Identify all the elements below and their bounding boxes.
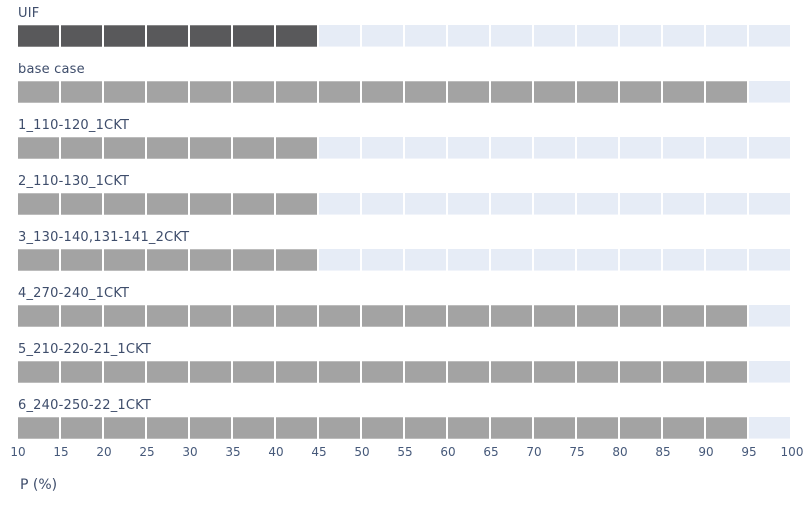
x-tick-label: 70	[526, 445, 542, 459]
bar-row: 2_110-130_1CKT	[18, 173, 792, 215]
bar-fill	[18, 81, 749, 103]
x-tick-label: 60	[440, 445, 456, 459]
bar-fill	[18, 25, 319, 47]
bar-row: 4_270-240_1CKT	[18, 285, 792, 327]
bar-track	[18, 193, 792, 215]
x-tick-label: 95	[741, 445, 757, 459]
x-tick-label: 80	[612, 445, 628, 459]
bar-label: 1_110-120_1CKT	[18, 118, 130, 133]
bar-rows: UIF base case 1_110-120_1CKT 2_110-130_1CKT…	[18, 5, 792, 439]
bar-fill	[18, 361, 749, 383]
x-tick-label: 15	[53, 445, 69, 459]
bar-track	[18, 249, 792, 271]
bar-fill	[18, 417, 749, 439]
bar-row: UIF	[18, 5, 792, 47]
bar-label: 3_130-140,131-141_2CKT	[18, 230, 190, 245]
x-tick-label: 45	[311, 445, 327, 459]
x-tick-label: 65	[483, 445, 499, 459]
x-tick-label: 50	[354, 445, 370, 459]
bar-label: 2_110-130_1CKT	[18, 174, 130, 189]
bar-track	[18, 25, 792, 47]
bar-fill	[18, 193, 319, 215]
x-tick-label: 25	[139, 445, 155, 459]
bar-label: base case	[18, 62, 85, 77]
x-tick-label: 10	[10, 445, 26, 459]
bar-label: 5_210-220-21_1CKT	[18, 342, 152, 357]
bar-row: base case	[18, 61, 792, 103]
bar-row: 1_110-120_1CKT	[18, 117, 792, 159]
bar-label: 6_240-250-22_1CKT	[18, 398, 152, 413]
x-tick-label: 75	[569, 445, 585, 459]
x-tick-label: 90	[698, 445, 714, 459]
x-tick-label: 20	[96, 445, 112, 459]
x-axis: 10 15 20 25 30 35 40 45 50 55 60 65 70 75 80 85 90 95 100	[10, 445, 803, 461]
x-tick-label: 35	[225, 445, 241, 459]
x-tick-label: 85	[655, 445, 671, 459]
bar-row: 5_210-220-21_1CKT	[18, 341, 792, 383]
bar-fill	[18, 249, 319, 271]
bar-fill	[18, 305, 749, 327]
bar-track	[18, 417, 792, 439]
bar-track	[18, 361, 792, 383]
bar-label: UIF	[18, 6, 40, 21]
bar-track	[18, 137, 792, 159]
bar-fill	[18, 137, 319, 159]
bar-track	[18, 305, 792, 327]
bar-track	[18, 81, 792, 103]
x-tick-label: 30	[182, 445, 198, 459]
bar-label: 4_270-240_1CKT	[18, 286, 130, 301]
bar-row: 3_130-140,131-141_2CKT	[18, 229, 792, 271]
x-tick-label: 100	[780, 445, 804, 459]
x-tick-label: 40	[268, 445, 284, 459]
x-tick-label: 55	[397, 445, 413, 459]
x-axis-title: P (%)	[20, 477, 58, 493]
bar-row: 6_240-250-22_1CKT	[18, 397, 792, 439]
